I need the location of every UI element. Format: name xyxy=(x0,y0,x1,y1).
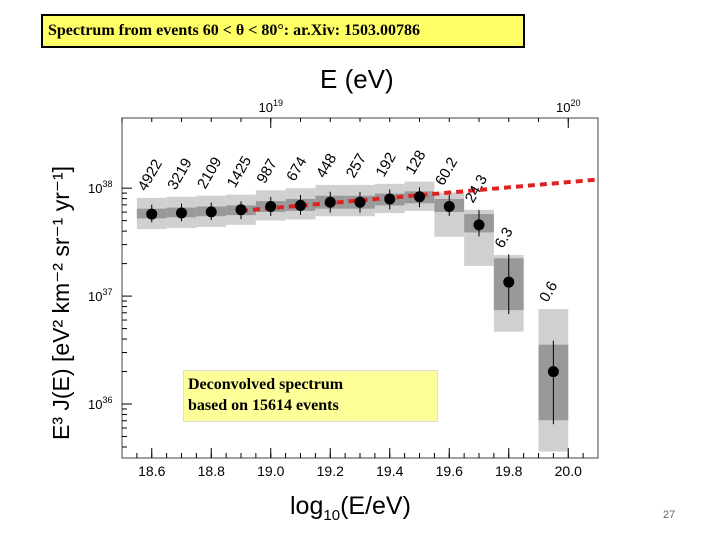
x-tick-label-6: 19.8 xyxy=(495,463,522,479)
page-number: 27 xyxy=(663,509,676,521)
data-point-9 xyxy=(414,191,425,203)
top-tick-label-1: 1020 xyxy=(556,98,580,115)
x-axis-label-sub: 10 xyxy=(323,507,341,524)
title-box xyxy=(41,14,525,48)
data-point-0 xyxy=(146,208,158,220)
data-point-11 xyxy=(473,219,485,231)
data-point-6 xyxy=(324,196,336,208)
y-axis-label: E³ J(E) [eV² km⁻² sr⁻¹ yr⁻¹] xyxy=(48,165,74,440)
note-line-1: Deconvolved spectrum xyxy=(188,376,344,393)
x-tick-label-3: 19.2 xyxy=(317,463,344,479)
y-tick-label-1: 1037 xyxy=(88,287,112,304)
top-tick-label-0: 1019 xyxy=(259,98,283,115)
x-tick-label-2: 19.0 xyxy=(257,463,284,479)
note-box: Deconvolved spectrum based on 15614 even… xyxy=(183,370,438,422)
x-axis-label-main: log xyxy=(290,492,324,520)
x-tick-label-0: 18.6 xyxy=(138,463,165,479)
y-tick-label-2: 1036 xyxy=(88,395,112,412)
x-tick-label-7: 20.0 xyxy=(555,463,582,479)
data-point-1 xyxy=(176,207,187,219)
x-tick-label-4: 19.4 xyxy=(376,463,403,479)
data-markers xyxy=(146,187,559,425)
axis-ticks: 18.6 18.8 19.0 19.2 19.4 19.6 19.8 20.0 1038 1037… xyxy=(88,98,584,479)
data-point-5 xyxy=(295,199,306,211)
top-axis-label: E (eV) xyxy=(320,64,394,94)
note-line-2: based on 15614 events xyxy=(188,397,339,414)
slide-title: Spectrum from events 60 < θ < 80°: ar.Xi… xyxy=(48,22,421,39)
data-point-4 xyxy=(265,201,277,213)
x-tick-label-1: 18.8 xyxy=(198,463,225,479)
data-point-2 xyxy=(205,206,217,218)
x-tick-label-5: 19.6 xyxy=(436,463,463,479)
x-axis-label: log10(E/eV) xyxy=(290,492,411,524)
data-point-7 xyxy=(354,196,366,208)
data-point-12 xyxy=(503,276,515,288)
data-point-8 xyxy=(384,193,396,205)
data-point-13 xyxy=(547,366,559,378)
data-point-3 xyxy=(235,204,247,216)
x-axis-label-rest: (E/eV) xyxy=(340,492,411,520)
data-point-10 xyxy=(443,201,455,213)
y-tick-label-0: 1038 xyxy=(88,179,112,196)
